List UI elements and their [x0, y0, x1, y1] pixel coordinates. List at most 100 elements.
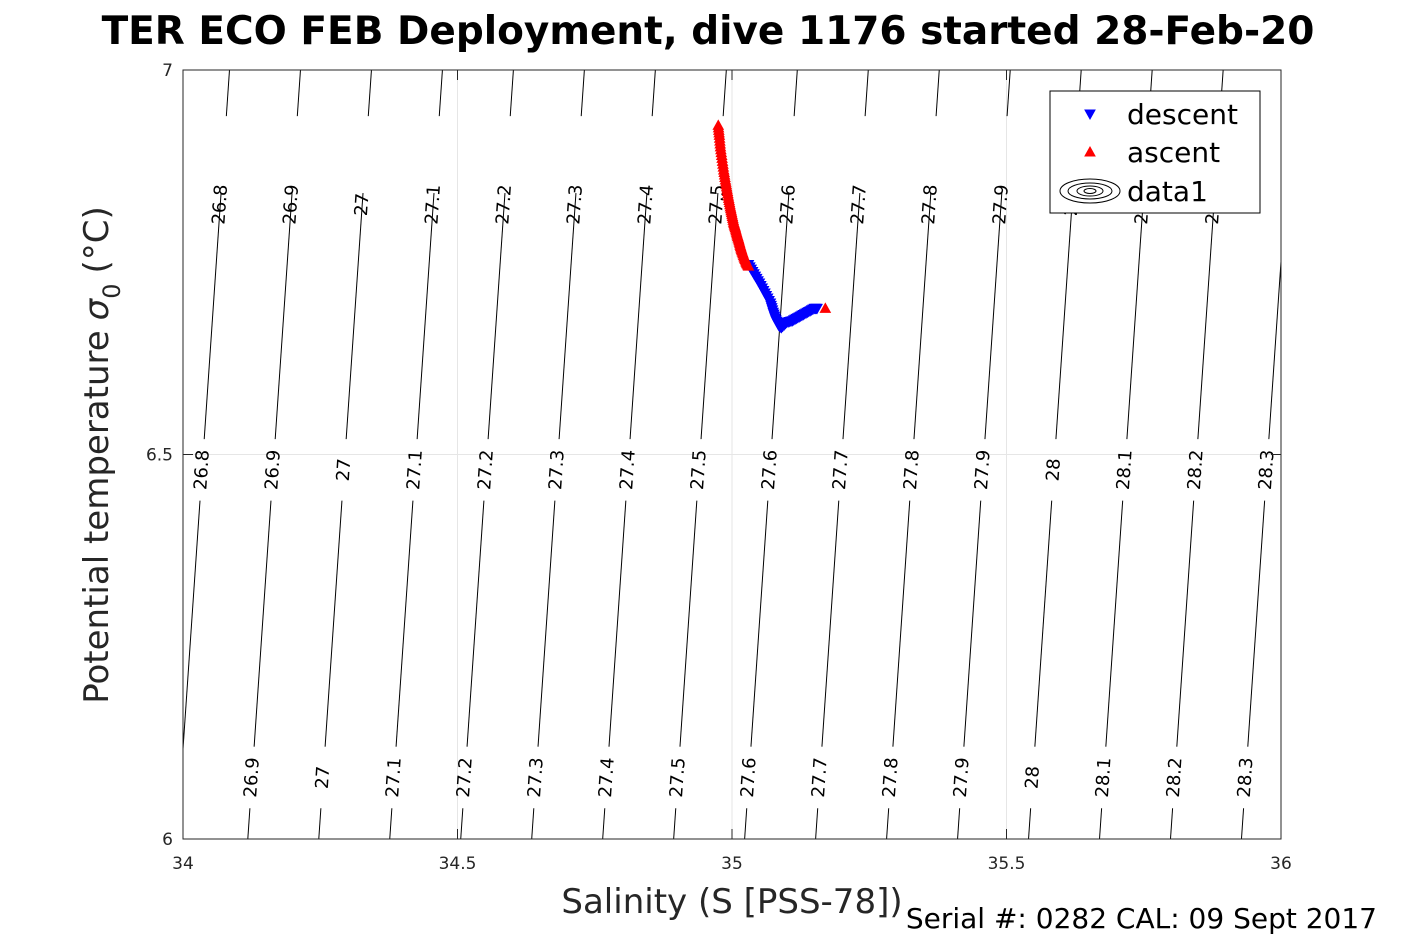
contour-label: 27.4	[616, 449, 640, 490]
density-contour-line	[892, 500, 911, 747]
contour-label: 27.4	[634, 184, 658, 225]
density-contour-line	[1247, 500, 1266, 747]
contour-label: 27.2	[492, 184, 516, 225]
legend-contour-icon	[1067, 182, 1113, 200]
density-contour-line	[324, 500, 343, 747]
density-contour-line	[1055, 193, 1074, 440]
y-tick-label: 6.5	[146, 446, 173, 466]
contour-label: 26.9	[279, 184, 303, 225]
contour-label: 28.3	[1255, 449, 1279, 490]
contour-label: 27.6	[737, 757, 761, 798]
density-contour-line	[750, 500, 769, 747]
density-contour-line	[744, 808, 748, 840]
contour-label: 27.9	[971, 449, 995, 490]
serial-cal-footer: Serial #: 0282 CAL: 09 Sept 2017	[906, 902, 1377, 935]
density-contour-line	[608, 500, 627, 747]
contour-label: 27.9	[950, 757, 974, 798]
legend-data1-label: data1	[1127, 175, 1208, 208]
contour-label: 28.1	[1092, 757, 1116, 798]
density-contour-line	[466, 500, 485, 747]
contour-label: 27.2	[453, 757, 477, 798]
legend-descent-marker	[1084, 109, 1096, 121]
legend-contour-icon	[1076, 185, 1104, 197]
contour-label: 27.7	[829, 449, 853, 490]
contour-label: 27.8	[879, 757, 903, 798]
x-tick-label: 34	[172, 854, 194, 874]
density-contour-line	[651, 69, 656, 117]
x-tick-label: 35	[721, 854, 743, 874]
contour-label: 26.8	[208, 184, 232, 225]
contour-label: 27.5	[666, 757, 690, 798]
density-contour-line	[1099, 808, 1103, 840]
density-contour-line	[602, 808, 606, 840]
contour-label: 27.1	[403, 449, 427, 490]
legend: descent ascent data1	[1049, 90, 1261, 214]
density-contour-line	[935, 69, 940, 117]
density-contour-line	[886, 808, 890, 840]
density-contour-line	[913, 193, 932, 440]
contour-label: 28.2	[1184, 449, 1208, 490]
density-contour-line	[395, 500, 414, 747]
density-contour-line	[722, 69, 727, 117]
y-axis-label-subscript: 0	[98, 283, 126, 298]
chart-title: TER ECO FEB Deployment, dive 1176 starte…	[102, 9, 1315, 54]
contour-label: 27.6	[776, 184, 800, 225]
contour-label: 27.7	[808, 757, 832, 798]
density-contour-line	[1268, 261, 1282, 440]
density-contour-line	[984, 193, 1003, 440]
density-contour-line	[700, 193, 719, 440]
contour-label: 27.8	[918, 184, 942, 225]
density-contour-line	[1240, 808, 1245, 840]
legend-ascent-label: ascent	[1127, 136, 1220, 169]
legend-contour-icon	[1059, 178, 1121, 204]
density-contour-line	[1028, 808, 1032, 840]
contour-label: 26.8	[190, 449, 214, 490]
contour-label: 27.1	[421, 184, 445, 225]
density-contour-line	[1006, 69, 1011, 117]
contour-label: 28.2	[1163, 757, 1187, 798]
descent-point	[810, 303, 823, 315]
contour-label: 28.1	[1113, 449, 1137, 490]
x-tick-label: 35.5	[988, 854, 1026, 874]
contour-label: 27	[333, 458, 356, 482]
y-axis-label-symbol: σ	[77, 297, 117, 320]
x-tick-labels: 34 34.5 35 35.5 36	[172, 854, 1292, 874]
density-contour-line	[580, 69, 585, 117]
density-contour-line	[842, 193, 861, 440]
density-contour-line	[318, 808, 322, 840]
contour-label: 28	[1021, 765, 1044, 789]
density-contour-line	[673, 808, 677, 840]
axis-ticks	[182, 69, 1282, 840]
density-contour-line	[793, 69, 798, 117]
legend-ascent-marker	[1084, 145, 1096, 157]
density-contour-line	[629, 193, 648, 440]
density-contour-line	[203, 193, 222, 440]
contour-label: 27.6	[758, 449, 782, 490]
density-contour-line	[957, 808, 961, 840]
contour-label: 27.2	[474, 449, 498, 490]
density-contour-line	[389, 808, 393, 840]
y-axis-label: Potential temperature σ0 (°C)	[77, 206, 126, 704]
density-contour-line	[1197, 193, 1216, 440]
ascent-series	[712, 119, 832, 313]
contour-label: 27.8	[900, 449, 924, 490]
x-tick-label: 34.5	[439, 854, 477, 874]
legend-descent-label: descent	[1127, 98, 1238, 131]
density-contour-line	[558, 193, 577, 440]
density-contour-line	[537, 500, 556, 747]
legend-contour-icon	[1083, 188, 1097, 194]
density-contour-line	[509, 69, 514, 117]
density-contour-line	[438, 69, 443, 117]
density-contour-line	[1034, 500, 1053, 747]
density-contour-line	[864, 69, 869, 117]
density-contour-line	[253, 500, 272, 747]
density-contour-line	[1126, 193, 1145, 440]
density-contour-line	[679, 500, 698, 747]
ascent-point	[819, 302, 832, 313]
density-contour-line	[225, 69, 230, 117]
contour-label: 27.3	[524, 757, 548, 798]
density-contour-line	[815, 808, 819, 840]
contour-label: 28.3	[1234, 757, 1258, 798]
density-contour-line	[182, 500, 201, 749]
